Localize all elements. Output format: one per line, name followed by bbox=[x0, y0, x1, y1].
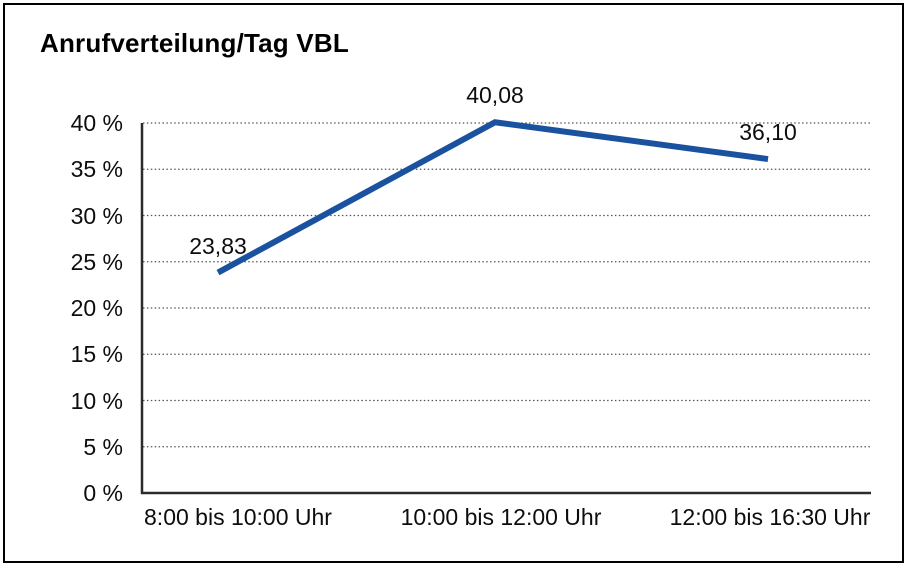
chart-title: Anrufverteilung/Tag VBL bbox=[40, 28, 349, 58]
y-tick-label: 15 % bbox=[70, 341, 123, 368]
y-tick-label: 0 % bbox=[83, 480, 123, 506]
y-tick-label: 40 % bbox=[70, 110, 123, 136]
data-label: 36,10 bbox=[739, 119, 797, 146]
data-label: 40,08 bbox=[466, 82, 524, 109]
y-tick-label: 30 % bbox=[70, 202, 123, 229]
data-label: 23,83 bbox=[189, 232, 247, 259]
series-line bbox=[216, 119, 769, 276]
y-tick-label: 5 % bbox=[83, 433, 123, 460]
x-tick-label: 8:00 bis 10:00 Uhr bbox=[144, 504, 332, 530]
chart-frame bbox=[3, 3, 904, 563]
y-tick-label: 10 % bbox=[70, 387, 123, 414]
x-tick-label: 12:00 bis 16:30 Uhr bbox=[669, 504, 871, 530]
y-tick-label: 25 % bbox=[70, 248, 123, 275]
y-tick-label: 20 % bbox=[70, 295, 123, 321]
x-tick-label: 10:00 bis 12:00 Uhr bbox=[400, 504, 602, 530]
y-tick-label: 35 % bbox=[70, 156, 123, 183]
